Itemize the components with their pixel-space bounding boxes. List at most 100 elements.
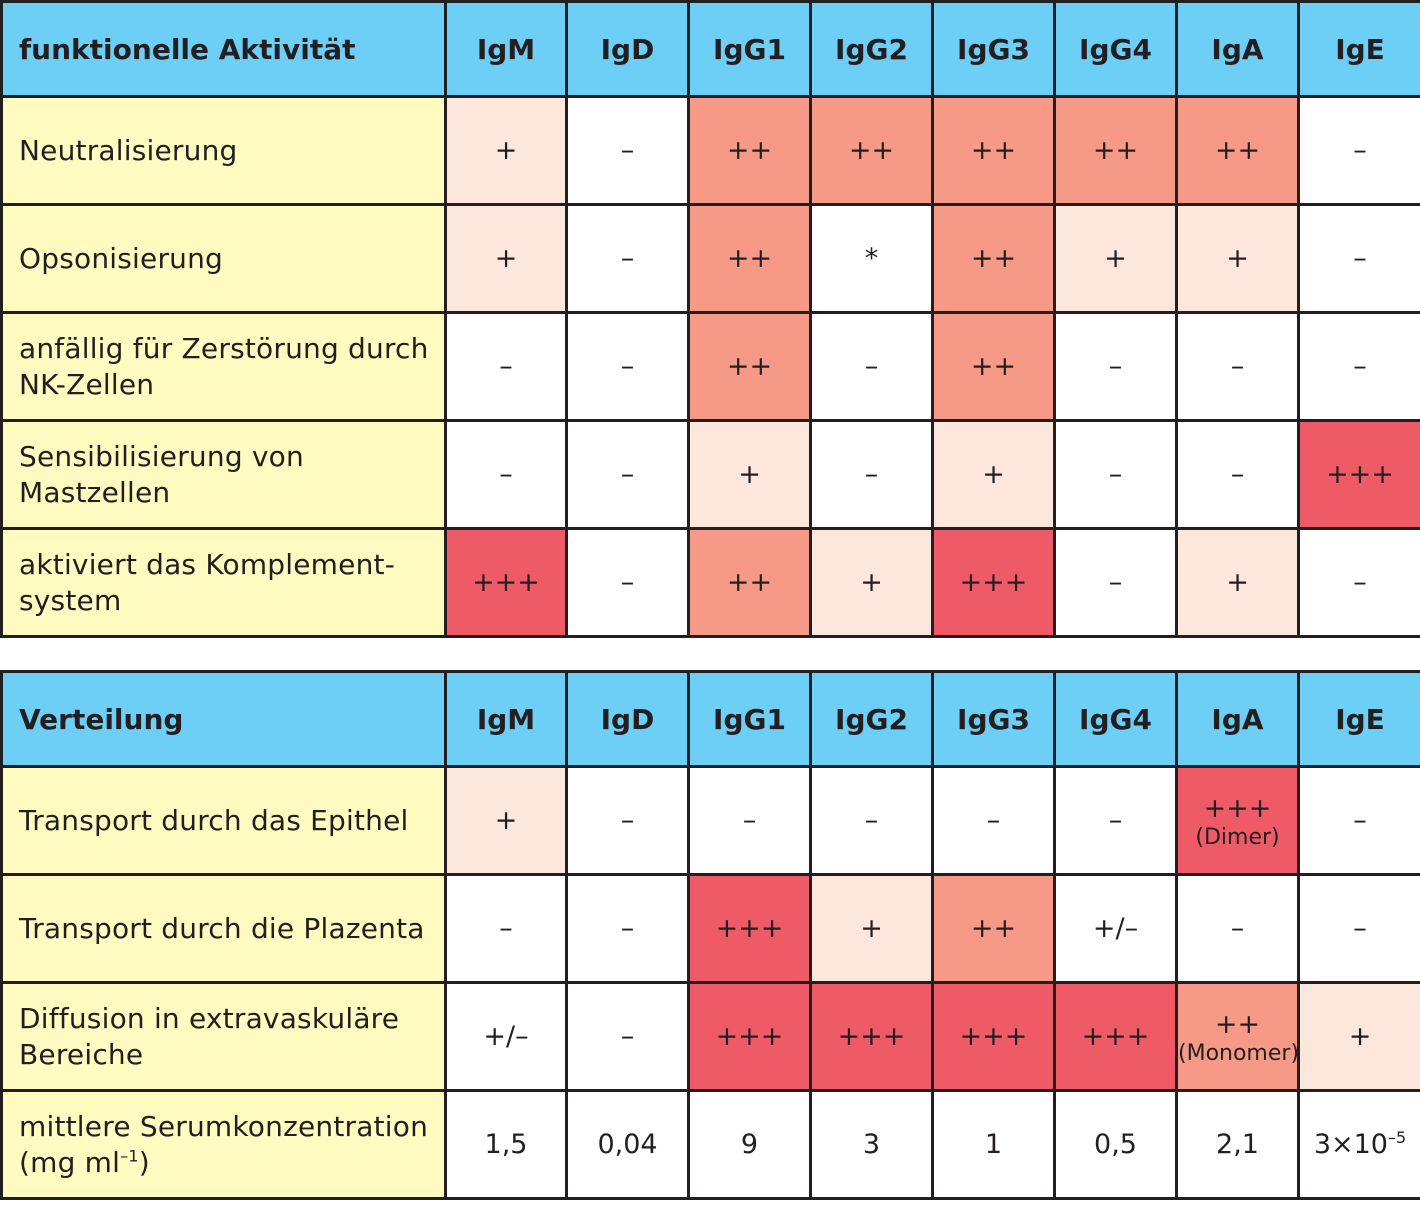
activity-cell: +	[1053, 203, 1178, 314]
activity-value: +++	[1203, 792, 1272, 824]
activity-cell: ++	[687, 95, 812, 206]
activity-cell: +	[931, 419, 1056, 530]
activity-value: –	[864, 350, 879, 382]
distribution-table: Verteilung IgM IgD IgG1 IgG2 IgG3 IgG4 I…	[0, 670, 1420, 1200]
activity-value: +++	[472, 566, 540, 598]
activity-cell: –	[1053, 527, 1178, 638]
serum-concentration-row: mittlere Serumkonzentration (mg ml–1) 1,…	[0, 1089, 1420, 1200]
serum-value: 9	[687, 1089, 812, 1200]
activity-value: ++	[970, 350, 1017, 382]
activity-value: –	[1353, 242, 1367, 274]
serum-unit-close: )	[138, 1145, 150, 1179]
activity-value: –	[1108, 566, 1123, 598]
row-label: mittlere Serumkonzentration (mg ml–1)	[0, 1089, 447, 1200]
isotype-header: IgG2	[809, 0, 934, 98]
activity-cell: –	[1297, 203, 1420, 314]
activity-value: –	[1230, 350, 1245, 382]
activity-value: –	[620, 350, 635, 382]
activity-cell: –	[809, 419, 934, 530]
isotype-header: IgA	[1175, 670, 1300, 768]
isotype-header: IgM	[444, 0, 568, 98]
activity-cell: +++	[931, 527, 1056, 638]
activity-value: –	[1230, 912, 1245, 944]
activity-value: +	[1226, 242, 1249, 274]
activity-value: –	[1230, 458, 1245, 490]
activity-cell: –	[565, 873, 690, 984]
serum-value: 2,1	[1175, 1089, 1300, 1200]
activity-value: –	[620, 912, 635, 944]
table-row: Neutralisierung + – ++ ++ ++ ++ ++ –	[0, 95, 1420, 206]
isotype-header: IgG1	[687, 0, 812, 98]
activity-cell: –	[444, 873, 568, 984]
activity-cell: –	[1053, 311, 1178, 422]
activity-cell: –	[444, 419, 568, 530]
activity-value: +++	[715, 1020, 784, 1052]
activity-cell: –	[1297, 527, 1420, 638]
activity-cell: –	[565, 765, 690, 876]
activity-value: –	[1353, 912, 1367, 944]
activity-cell: +	[687, 419, 812, 530]
activity-cell: –	[565, 203, 690, 314]
activity-value: –	[620, 1020, 635, 1052]
activity-value: –	[986, 804, 1001, 836]
activity-value: +++	[959, 1020, 1028, 1052]
row-label: aktiviert das Komplement-system	[0, 527, 447, 638]
activity-value: +++	[837, 1020, 906, 1052]
activity-cell: –	[1175, 311, 1300, 422]
activity-value: –	[1353, 804, 1367, 836]
row-label: Sensibilisierung von Mastzellen	[0, 419, 447, 530]
activity-value: ++	[726, 242, 773, 274]
activity-value: +++	[1081, 1020, 1150, 1052]
header-row: funktionelle Aktivität IgM IgD IgG1 IgG2…	[0, 0, 1420, 98]
activity-value: –	[620, 242, 635, 274]
activity-value: +	[1104, 242, 1127, 274]
activity-value: +	[860, 912, 883, 944]
serum-unit-exponent: –1	[120, 1146, 139, 1166]
activity-value: +++	[1326, 458, 1394, 490]
table-row: Transport durch das Epithel + – – – – – +++ (Dim…	[0, 765, 1420, 876]
activity-value: –	[499, 350, 513, 382]
activity-value: +	[738, 458, 761, 490]
activity-cell: ++ (Monomer)	[1175, 981, 1300, 1092]
isotype-header: IgA	[1175, 0, 1300, 98]
activity-cell: ++	[931, 873, 1056, 984]
activity-value: –	[620, 134, 635, 166]
activity-cell: ++	[931, 203, 1056, 314]
activity-value: ++	[970, 912, 1017, 944]
serum-ige-base: 3×10	[1313, 1129, 1388, 1160]
activity-cell: +	[444, 95, 568, 206]
activity-cell: +	[1175, 203, 1300, 314]
activity-value: +	[494, 242, 518, 274]
activity-cell: ++	[687, 311, 812, 422]
activity-cell: –	[931, 765, 1056, 876]
activity-value: ++	[1214, 134, 1261, 166]
activity-cell: +++ (Dimer)	[1175, 765, 1300, 876]
isotype-header: IgM	[444, 670, 568, 768]
activity-value: +	[1348, 1020, 1372, 1052]
activity-value: +	[494, 134, 518, 166]
row-label: Opsonisierung	[0, 203, 447, 314]
table-row: Opsonisierung + – ++ * ++ + + –	[0, 203, 1420, 314]
activity-cell: ++	[931, 311, 1056, 422]
table-row: anfällig für Zerstörung durch NK-Zellen –…	[0, 311, 1420, 422]
activity-cell: –	[687, 765, 812, 876]
activity-cell: +	[809, 527, 934, 638]
activity-cell: +++	[931, 981, 1056, 1092]
activity-value: –	[620, 566, 635, 598]
activity-cell: –	[1297, 95, 1420, 206]
table-row: aktiviert das Komplement-system +++ – ++ + ++…	[0, 527, 1420, 638]
activity-value: ++	[848, 134, 895, 166]
activity-cell: ++	[1175, 95, 1300, 206]
activity-cell: +/–	[444, 981, 568, 1092]
header-row: Verteilung IgM IgD IgG1 IgG2 IgG3 IgG4 I…	[0, 670, 1420, 768]
activity-value: –	[864, 804, 879, 836]
row-label: Transport durch die Plazenta	[0, 873, 447, 984]
activity-value: ++	[726, 350, 773, 382]
activity-value: –	[499, 912, 513, 944]
activity-value: –	[864, 458, 879, 490]
isotype-header: IgD	[565, 670, 690, 768]
activity-cell: –	[809, 765, 934, 876]
activity-cell: *	[809, 203, 934, 314]
table-row: Diffusion in extravaskuläre Bereiche +/– –…	[0, 981, 1420, 1092]
isotype-header: IgE	[1297, 0, 1420, 98]
